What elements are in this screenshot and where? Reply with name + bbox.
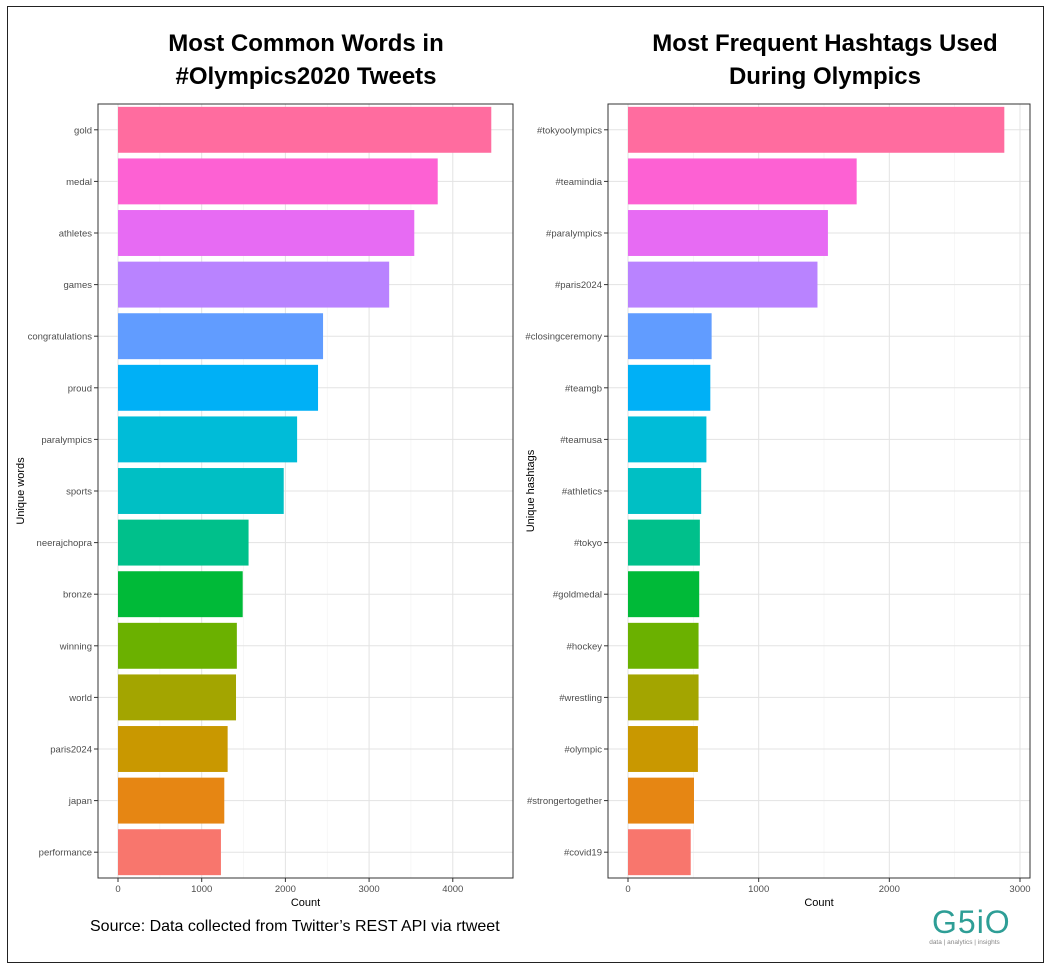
x-axis-title: Count (291, 897, 320, 909)
y-tick-label: #tokyo (574, 538, 602, 549)
bar (118, 726, 228, 772)
bar (118, 210, 415, 256)
bar (628, 777, 694, 824)
y-tick-label: proud (68, 383, 92, 394)
bar (628, 571, 700, 618)
y-tick-label: games (63, 280, 92, 291)
bar (118, 571, 243, 618)
chart-title-words: Most Common Words in #Olympics2020 Tweet… (168, 30, 444, 90)
x-tick-label: 2000 (879, 884, 900, 895)
x-tick-label: 4000 (442, 884, 463, 895)
y-tick-label: #paralympics (546, 229, 602, 240)
y-tick-label: #athletics (562, 487, 602, 498)
bar (118, 622, 237, 669)
bar (628, 158, 857, 205)
bar (118, 519, 249, 566)
y-tick-label: #hockey (567, 641, 603, 652)
bar (628, 364, 711, 411)
y-tick-label: bronze (63, 590, 92, 601)
bar (118, 416, 298, 463)
y-tick-label: performance (39, 848, 92, 859)
words-bar-chart: gold medal athletes games congratulations pro… (15, 103, 514, 909)
y-tick-label: paralympics (41, 435, 92, 446)
bar (118, 313, 324, 360)
y-tick-label: #covid19 (564, 848, 602, 859)
x-axis-title: Count (804, 897, 833, 909)
bar (118, 106, 492, 153)
y-tick-label: #olympic (565, 745, 603, 756)
logo-tagline: data | analytics | insights (929, 939, 1000, 946)
y-tick-label: medal (66, 177, 92, 188)
bar (118, 829, 221, 876)
bar (628, 416, 707, 463)
y-tick-label: #closingceremony (525, 332, 602, 343)
y-tick-label: #teamgb (565, 383, 602, 394)
y-tick-label: world (68, 693, 92, 704)
bar (118, 468, 284, 514)
bar (118, 261, 390, 308)
x-tick-label: 3000 (359, 884, 380, 895)
bar (628, 674, 699, 721)
y-tick-label: congratulations (28, 332, 93, 343)
y-tick-label: athletes (59, 229, 93, 240)
y-tick-label: neerajchopra (37, 538, 93, 549)
bar (628, 210, 828, 256)
y-tick-label: paris2024 (50, 745, 92, 756)
bar (118, 674, 237, 721)
bar (628, 468, 702, 514)
y-tick-label: #tokyoolympics (537, 125, 602, 136)
y-tick-label: winning (59, 641, 92, 652)
y-tick-label: gold (74, 125, 92, 136)
chart-title-hashtags: Most Frequent Hashtags Used During Olymp… (652, 30, 998, 90)
y-tick-label: #teamusa (560, 435, 602, 446)
y-tick-label: #paris2024 (555, 280, 602, 291)
y-axis-title: Unique words (15, 457, 27, 525)
x-tick-label: 0 (625, 884, 630, 895)
y-tick-label: #goldmedal (553, 590, 602, 601)
source-note: Source: Data collected from Twitter’s RE… (90, 918, 500, 935)
y-tick-label: #teamindia (556, 177, 603, 188)
bar (628, 106, 1005, 153)
bar (628, 829, 691, 876)
y-tick-label: sports (66, 487, 92, 498)
bar (628, 726, 698, 772)
y-axis-title: Unique hashtags (525, 449, 537, 532)
bar (628, 313, 712, 360)
x-tick-label: 1000 (191, 884, 212, 895)
x-tick-label: 2000 (275, 884, 296, 895)
y-tick-label: #wrestling (559, 693, 602, 704)
x-tick-label: 1000 (748, 884, 769, 895)
bar (118, 158, 438, 205)
x-tick-label: 0 (115, 884, 120, 895)
bar (628, 519, 700, 566)
y-tick-label: japan (68, 796, 92, 807)
brand-logo: G5iO data | analytics | insights (929, 904, 1011, 950)
y-tick-label: #strongertogether (527, 796, 602, 807)
bar (628, 622, 699, 669)
x-tick-label: 3000 (1009, 884, 1030, 895)
hashtags-bar-chart: #tokyoolympics #teamindia #paralympics #par… (525, 103, 1031, 909)
logo-mark: G5iO (932, 904, 1011, 940)
bar (628, 261, 818, 308)
bar (118, 364, 319, 411)
bar (118, 777, 225, 824)
figure-frame (7, 6, 1044, 963)
